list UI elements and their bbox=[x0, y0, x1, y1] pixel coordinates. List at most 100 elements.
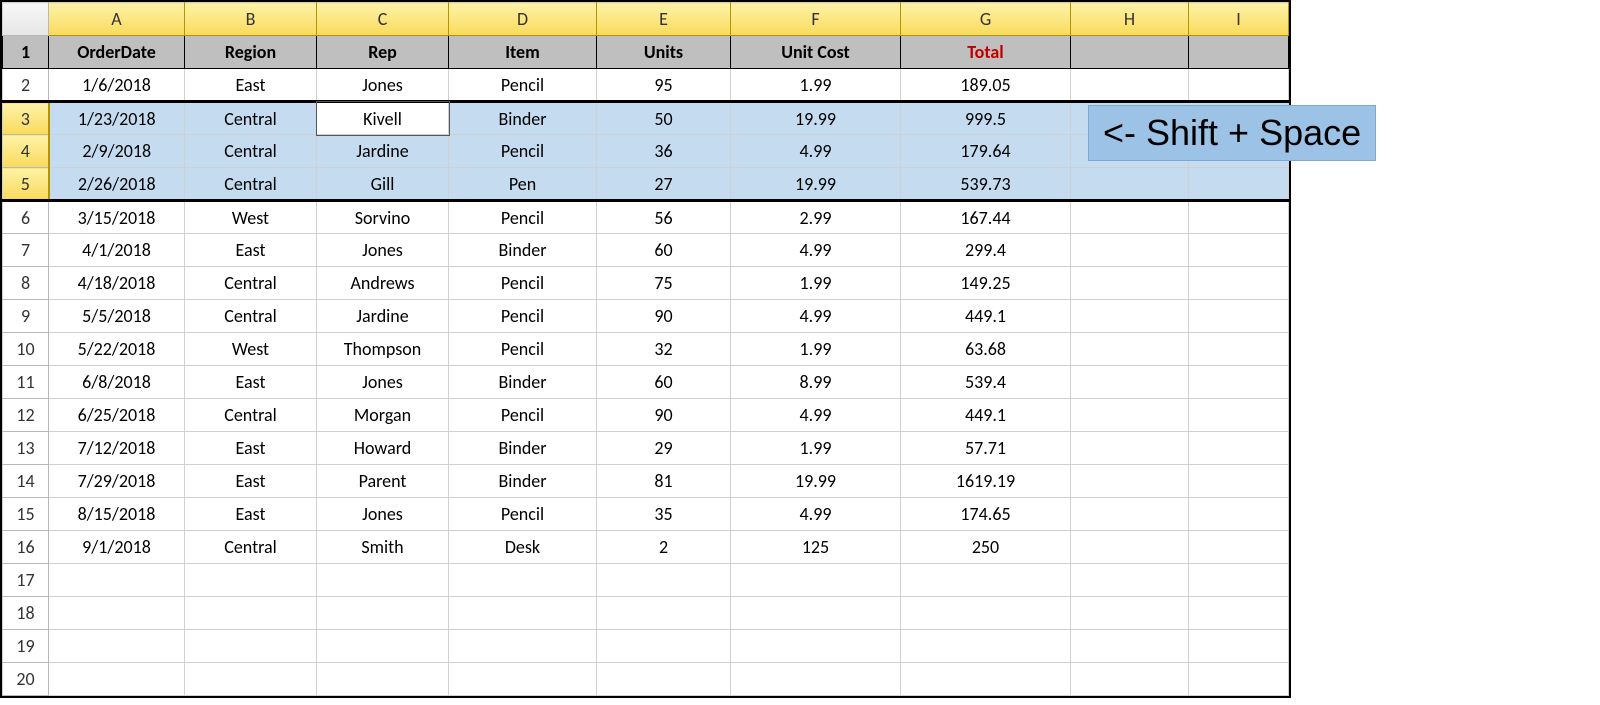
cell-C5[interactable]: Gill bbox=[317, 168, 449, 201]
cell-D15[interactable]: Pencil bbox=[449, 498, 597, 531]
cell-D6[interactable]: Pencil bbox=[449, 201, 597, 234]
cell-D13[interactable]: Binder bbox=[449, 432, 597, 465]
cell-B3[interactable]: Central bbox=[185, 102, 317, 135]
cell-A5[interactable]: 2/26/2018 bbox=[49, 168, 185, 201]
cell-F15[interactable]: 4.99 bbox=[731, 498, 901, 531]
cell-A7[interactable]: 4/1/2018 bbox=[49, 234, 185, 267]
cell-B2[interactable]: East bbox=[185, 69, 317, 102]
cell-D14[interactable]: Binder bbox=[449, 465, 597, 498]
cell-A6[interactable]: 3/15/2018 bbox=[49, 201, 185, 234]
cell-B12[interactable]: Central bbox=[185, 399, 317, 432]
cell-F2[interactable]: 1.99 bbox=[731, 69, 901, 102]
col-head-H[interactable]: H bbox=[1071, 3, 1189, 36]
cell-C3[interactable]: Kivell bbox=[317, 102, 449, 135]
cell-I16[interactable] bbox=[1189, 531, 1289, 564]
cell-D12[interactable]: Pencil bbox=[449, 399, 597, 432]
cell-E10[interactable]: 32 bbox=[597, 333, 731, 366]
cell-C19[interactable] bbox=[317, 630, 449, 663]
col-head-E[interactable]: E bbox=[597, 3, 731, 36]
cell-G7[interactable]: 299.4 bbox=[901, 234, 1071, 267]
cell-A19[interactable] bbox=[49, 630, 185, 663]
cell-D3[interactable]: Binder bbox=[449, 102, 597, 135]
cell-E8[interactable]: 75 bbox=[597, 267, 731, 300]
cell-C16[interactable]: Smith bbox=[317, 531, 449, 564]
cell-A1[interactable]: OrderDate bbox=[49, 36, 185, 69]
cell-B10[interactable]: West bbox=[185, 333, 317, 366]
cell-A20[interactable] bbox=[49, 663, 185, 696]
cell-E19[interactable] bbox=[597, 630, 731, 663]
cell-D9[interactable]: Pencil bbox=[449, 300, 597, 333]
cell-G4[interactable]: 179.64 bbox=[901, 135, 1071, 168]
cell-B15[interactable]: East bbox=[185, 498, 317, 531]
row-head-19[interactable]: 19 bbox=[3, 630, 49, 663]
cell-B1[interactable]: Region bbox=[185, 36, 317, 69]
cell-D18[interactable] bbox=[449, 597, 597, 630]
cell-E12[interactable]: 90 bbox=[597, 399, 731, 432]
cell-H20[interactable] bbox=[1071, 663, 1189, 696]
cell-D17[interactable] bbox=[449, 564, 597, 597]
cell-H5[interactable] bbox=[1071, 168, 1189, 201]
cell-I9[interactable] bbox=[1189, 300, 1289, 333]
cell-A8[interactable]: 4/18/2018 bbox=[49, 267, 185, 300]
cell-C7[interactable]: Jones bbox=[317, 234, 449, 267]
cell-I10[interactable] bbox=[1189, 333, 1289, 366]
cell-E7[interactable]: 60 bbox=[597, 234, 731, 267]
cell-F9[interactable]: 4.99 bbox=[731, 300, 901, 333]
cell-A4[interactable]: 2/9/2018 bbox=[49, 135, 185, 168]
cell-F4[interactable]: 4.99 bbox=[731, 135, 901, 168]
cell-G14[interactable]: 1619.19 bbox=[901, 465, 1071, 498]
cell-A11[interactable]: 6/8/2018 bbox=[49, 366, 185, 399]
cell-E9[interactable]: 90 bbox=[597, 300, 731, 333]
row-head-13[interactable]: 13 bbox=[3, 432, 49, 465]
cell-B6[interactable]: West bbox=[185, 201, 317, 234]
cell-B16[interactable]: Central bbox=[185, 531, 317, 564]
cell-G3[interactable]: 999.5 bbox=[901, 102, 1071, 135]
cell-F5[interactable]: 19.99 bbox=[731, 168, 901, 201]
cell-I11[interactable] bbox=[1189, 366, 1289, 399]
cell-A13[interactable]: 7/12/2018 bbox=[49, 432, 185, 465]
cell-E6[interactable]: 56 bbox=[597, 201, 731, 234]
cell-E14[interactable]: 81 bbox=[597, 465, 731, 498]
cell-C10[interactable]: Thompson bbox=[317, 333, 449, 366]
cell-D1[interactable]: Item bbox=[449, 36, 597, 69]
cell-E11[interactable]: 60 bbox=[597, 366, 731, 399]
col-head-F[interactable]: F bbox=[731, 3, 901, 36]
cell-G16[interactable]: 250 bbox=[901, 531, 1071, 564]
cell-H15[interactable] bbox=[1071, 498, 1189, 531]
cell-F20[interactable] bbox=[731, 663, 901, 696]
row-head-8[interactable]: 8 bbox=[3, 267, 49, 300]
cell-G20[interactable] bbox=[901, 663, 1071, 696]
cell-B17[interactable] bbox=[185, 564, 317, 597]
cell-F12[interactable]: 4.99 bbox=[731, 399, 901, 432]
cell-A2[interactable]: 1/6/2018 bbox=[49, 69, 185, 102]
cell-E15[interactable]: 35 bbox=[597, 498, 731, 531]
row-head-6[interactable]: 6 bbox=[3, 201, 49, 234]
cell-I8[interactable] bbox=[1189, 267, 1289, 300]
cell-H9[interactable] bbox=[1071, 300, 1189, 333]
cell-D7[interactable]: Binder bbox=[449, 234, 597, 267]
cell-B19[interactable] bbox=[185, 630, 317, 663]
col-head-D[interactable]: D bbox=[449, 3, 597, 36]
cell-B4[interactable]: Central bbox=[185, 135, 317, 168]
cell-B7[interactable]: East bbox=[185, 234, 317, 267]
cell-C4[interactable]: Jardine bbox=[317, 135, 449, 168]
row-head-10[interactable]: 10 bbox=[3, 333, 49, 366]
cell-B13[interactable]: East bbox=[185, 432, 317, 465]
cell-G8[interactable]: 149.25 bbox=[901, 267, 1071, 300]
row-head-1[interactable]: 1 bbox=[3, 36, 49, 69]
cell-H14[interactable] bbox=[1071, 465, 1189, 498]
cell-A10[interactable]: 5/22/2018 bbox=[49, 333, 185, 366]
cell-D11[interactable]: Binder bbox=[449, 366, 597, 399]
cell-I7[interactable] bbox=[1189, 234, 1289, 267]
row-head-20[interactable]: 20 bbox=[3, 663, 49, 696]
row-head-16[interactable]: 16 bbox=[3, 531, 49, 564]
cell-I17[interactable] bbox=[1189, 564, 1289, 597]
cell-E13[interactable]: 29 bbox=[597, 432, 731, 465]
cell-A16[interactable]: 9/1/2018 bbox=[49, 531, 185, 564]
cell-D16[interactable]: Desk bbox=[449, 531, 597, 564]
cell-D10[interactable]: Pencil bbox=[449, 333, 597, 366]
cell-B11[interactable]: East bbox=[185, 366, 317, 399]
cell-I2[interactable] bbox=[1189, 69, 1289, 102]
cell-B9[interactable]: Central bbox=[185, 300, 317, 333]
cell-C11[interactable]: Jones bbox=[317, 366, 449, 399]
